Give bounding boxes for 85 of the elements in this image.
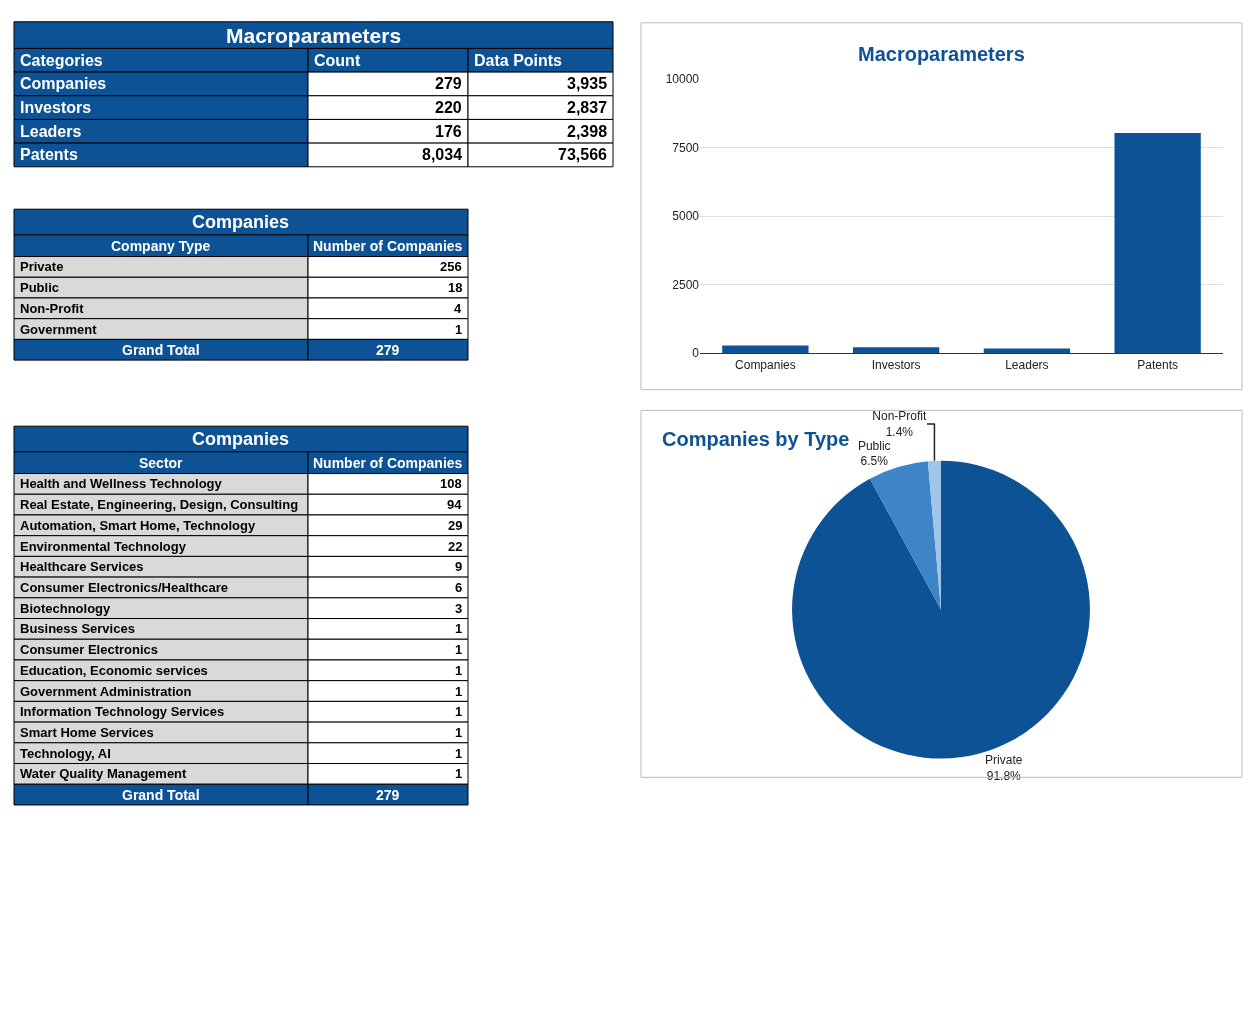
- data-label: 2,398: [567, 123, 608, 140]
- category-label: Non-Profit: [20, 301, 85, 316]
- category-label: Biotechnology: [20, 601, 112, 616]
- text: Sector: [139, 455, 184, 471]
- category-label: Healthcare Services: [20, 559, 144, 574]
- category-label: Real Estate, Engineering, Design, Consulting: [20, 497, 299, 512]
- data-label: 91.8%: [986, 768, 1022, 783]
- category-label: Education, Economic services: [20, 663, 208, 678]
- category-label: Consumer Electronics/Healthcare: [20, 580, 229, 595]
- text: Company Type: [111, 238, 211, 254]
- category-label: Patents: [20, 146, 78, 163]
- y-tick-label: 5000: [672, 209, 700, 224]
- category-label: Government Administration: [20, 684, 192, 699]
- data-label: 279: [435, 75, 462, 92]
- x-tick-label: Companies: [735, 357, 796, 372]
- category-label: Government: [20, 322, 98, 337]
- category-label: Investors: [20, 99, 92, 116]
- data-label: 1: [455, 725, 463, 740]
- text: Companies: [192, 212, 290, 232]
- category-label: Business Services: [20, 621, 135, 636]
- data-label: 1: [455, 746, 463, 761]
- category-label: Environmental Technology: [20, 539, 187, 554]
- category-label: Automation, Smart Home, Technology: [20, 518, 256, 533]
- data-label: 1: [455, 704, 463, 719]
- category-label: Consumer Electronics: [20, 642, 158, 657]
- text: Grand Total: [122, 787, 200, 803]
- data-label: 1: [455, 621, 463, 636]
- data-label: 176: [435, 123, 462, 140]
- bar: [852, 347, 940, 354]
- data-label: 1: [455, 766, 463, 781]
- x-tick-label: Patents: [1137, 357, 1178, 372]
- data-label: 73,566: [558, 146, 608, 163]
- series-label: Number of Companies: [313, 238, 463, 254]
- category-label: Health and Wellness Technology: [20, 476, 223, 491]
- category-label: Private: [20, 259, 64, 274]
- y-tick-label: 2500: [672, 277, 700, 292]
- text: Macroparameters: [226, 24, 402, 47]
- text: Companies by Type: [662, 428, 850, 450]
- bar: [722, 345, 809, 354]
- data-label: 3,935: [567, 75, 608, 92]
- data-label: 2,837: [567, 99, 608, 116]
- data-label: 18: [448, 280, 463, 295]
- data-label: 4: [454, 301, 462, 316]
- data-label: 1: [455, 322, 463, 337]
- data-label: 1: [455, 684, 463, 699]
- bar: [983, 348, 1071, 354]
- data-label: 1.4%: [885, 424, 914, 439]
- data-label: 1: [455, 642, 463, 657]
- text: 279: [376, 787, 400, 803]
- category-label: Public: [20, 280, 60, 295]
- series-label: Count: [314, 52, 361, 69]
- category-label: Companies: [20, 75, 107, 92]
- data-label: 108: [440, 476, 462, 491]
- slice-label: Public: [857, 438, 891, 453]
- text: Categories: [20, 52, 103, 69]
- data-label: 94: [447, 497, 463, 512]
- data-label: 1: [455, 663, 463, 678]
- data-label: 220: [435, 99, 462, 116]
- data-label: 29: [448, 518, 463, 533]
- slice-label: Non-Profit: [872, 409, 928, 424]
- data-label: 22: [448, 539, 463, 554]
- y-tick-label: 10000: [665, 72, 700, 87]
- y-tick-label: 0: [692, 346, 700, 361]
- series-label: Data Points: [474, 52, 563, 69]
- data-label: 6: [455, 580, 463, 595]
- category-label: Leaders: [20, 123, 82, 140]
- data-label: 6.5%: [860, 454, 889, 469]
- category-label: Smart Home Services: [20, 725, 154, 740]
- text: Companies: [192, 429, 290, 449]
- y-tick-label: 7500: [672, 140, 700, 155]
- series-label: Number of Companies: [313, 455, 463, 471]
- x-tick-label: Leaders: [1005, 357, 1049, 372]
- text: 279: [376, 342, 400, 358]
- bar: [1114, 132, 1201, 354]
- category-label: Water Quality Management: [20, 766, 188, 781]
- text: Grand Total: [122, 342, 200, 358]
- data-label: 8,034: [422, 146, 463, 163]
- data-label: 256: [440, 259, 462, 274]
- data-label: 9: [455, 559, 463, 574]
- data-label: 3: [455, 601, 463, 616]
- slice-label: Private: [985, 753, 1023, 768]
- x-tick-label: Investors: [871, 357, 921, 372]
- chart-title: Macroparameters: [858, 43, 1025, 65]
- category-label: Information Technology Services: [20, 704, 225, 719]
- category-label: Technology, AI: [20, 746, 111, 761]
